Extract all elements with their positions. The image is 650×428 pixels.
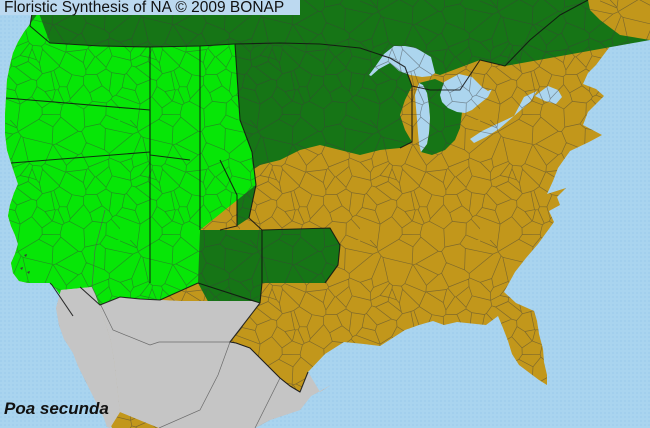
svg-text:Poa secunda: Poa secunda [4, 399, 109, 418]
svg-text:Floristic Synthesis of NA © 20: Floristic Synthesis of NA © 2009 BONAP [4, 0, 284, 16]
